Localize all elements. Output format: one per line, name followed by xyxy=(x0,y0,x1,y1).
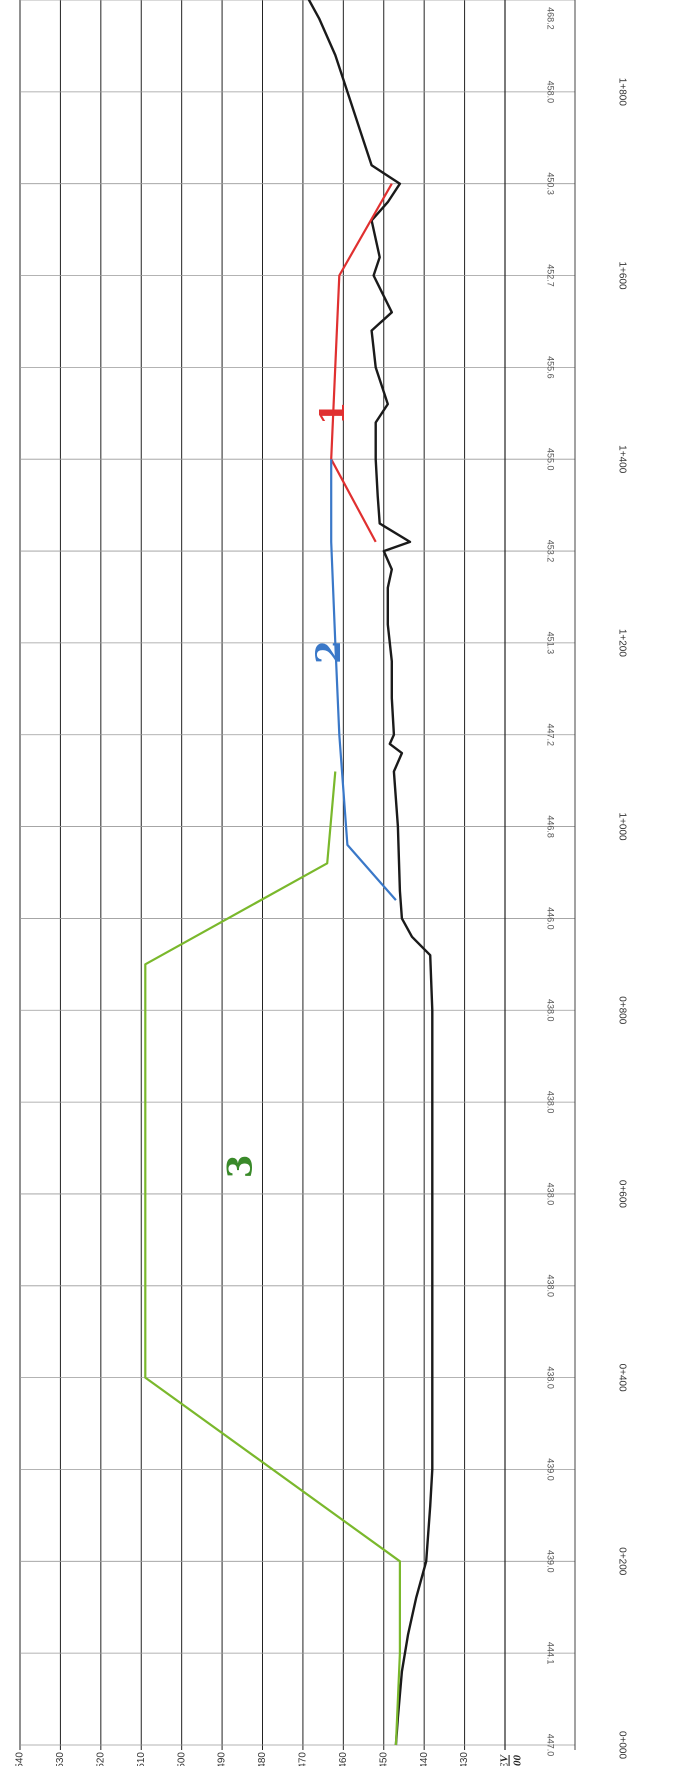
datum-label: DATUM ELEV xyxy=(499,1753,511,1766)
y-tick-label: 440 xyxy=(419,1752,430,1766)
ground-elevation-label: 450.3 xyxy=(546,172,556,195)
y-axis-labels: 430 440 450 460 470 480 490 500 510 520 530 540 xyxy=(15,1752,471,1766)
x-tick-label: 0+000 xyxy=(616,1731,627,1760)
x-tick-label: 0+600 xyxy=(616,1180,627,1209)
ground-elevation-label: 447.0 xyxy=(546,1734,556,1757)
ground-elevation-label: 468.2 xyxy=(546,7,556,30)
ground-elevation-label: 453.2 xyxy=(546,540,556,563)
ground-elevation-label: 447.2 xyxy=(546,723,556,746)
x-tick-label: 1+000 xyxy=(616,813,627,842)
ground-elevation-label: 455.0 xyxy=(546,448,556,471)
x-tick-label: 1+200 xyxy=(616,629,627,658)
series-lines xyxy=(144,0,434,1746)
ground-elevation-label: 444.1 xyxy=(546,1642,556,1665)
annotation-label: 2 xyxy=(309,640,349,664)
y-tick-label: 510 xyxy=(136,1752,147,1766)
y-tick-label: 500 xyxy=(176,1752,187,1766)
x-tick-label: 0+400 xyxy=(616,1364,627,1393)
y-tick-label: 480 xyxy=(257,1752,268,1766)
y-tick-label: 470 xyxy=(298,1752,309,1766)
y-tick-label: 530 xyxy=(55,1752,66,1766)
y-tick-label: 490 xyxy=(217,1752,228,1766)
datum-label-group: DATUM ELEV 420.000 xyxy=(499,1753,524,1766)
y-tick-label: 460 xyxy=(338,1752,349,1766)
ground-elevation-label: 451.3 xyxy=(546,632,556,655)
ground-elevation-labels: 447.0 444.1 439.0 439.0 438.0 438.0 438.0 438.0… xyxy=(546,7,556,1757)
x-tick-label: 0+200 xyxy=(616,1547,627,1576)
ground-elevation-label: 446.0 xyxy=(546,907,556,930)
y-tick-label: 430 xyxy=(459,1752,470,1766)
ground-elevation-label: 438.0 xyxy=(546,1091,556,1114)
y-tick-label: 520 xyxy=(95,1752,106,1766)
series-line-2 xyxy=(330,183,393,543)
grid-lines xyxy=(19,0,576,1750)
annotations: 1 2 3 xyxy=(220,401,353,1178)
x-tick-label: 1+400 xyxy=(616,445,627,474)
x-tick-label: 0+800 xyxy=(616,996,627,1025)
series-line-1 xyxy=(307,0,434,1746)
ground-elevation-label: 439.0 xyxy=(546,1550,556,1573)
ground-elevation-label: 438.0 xyxy=(546,1366,556,1389)
ground-elevation-label: 458.0 xyxy=(546,81,556,104)
x-tick-label: 1+600 xyxy=(616,261,627,290)
annotation-label: 3 xyxy=(220,1155,260,1179)
x-tick-label: 1+800 xyxy=(616,78,627,107)
ground-elevation-label: 438.0 xyxy=(546,999,556,1022)
ground-elevation-label: 439.0 xyxy=(546,1458,556,1481)
datum-value: 420.000 xyxy=(512,1755,524,1766)
ground-elevation-label: 446.8 xyxy=(546,815,556,838)
ground-elevation-label: 438.0 xyxy=(546,1275,556,1298)
series-line-4 xyxy=(144,771,401,1746)
ground-elevation-label: 438.0 xyxy=(546,1183,556,1206)
x-axis-labels: 0+000 0+200 0+400 0+600 0+800 1+000 1+200 1+400… xyxy=(616,78,627,1760)
series-line-3 xyxy=(330,459,397,901)
y-tick-label: 450 xyxy=(378,1752,389,1766)
annotation-label: 1 xyxy=(313,401,353,425)
ground-elevation-label: 452.7 xyxy=(546,264,556,287)
ground-elevation-label: 455.6 xyxy=(546,356,556,379)
y-tick-label: 540 xyxy=(15,1752,26,1766)
